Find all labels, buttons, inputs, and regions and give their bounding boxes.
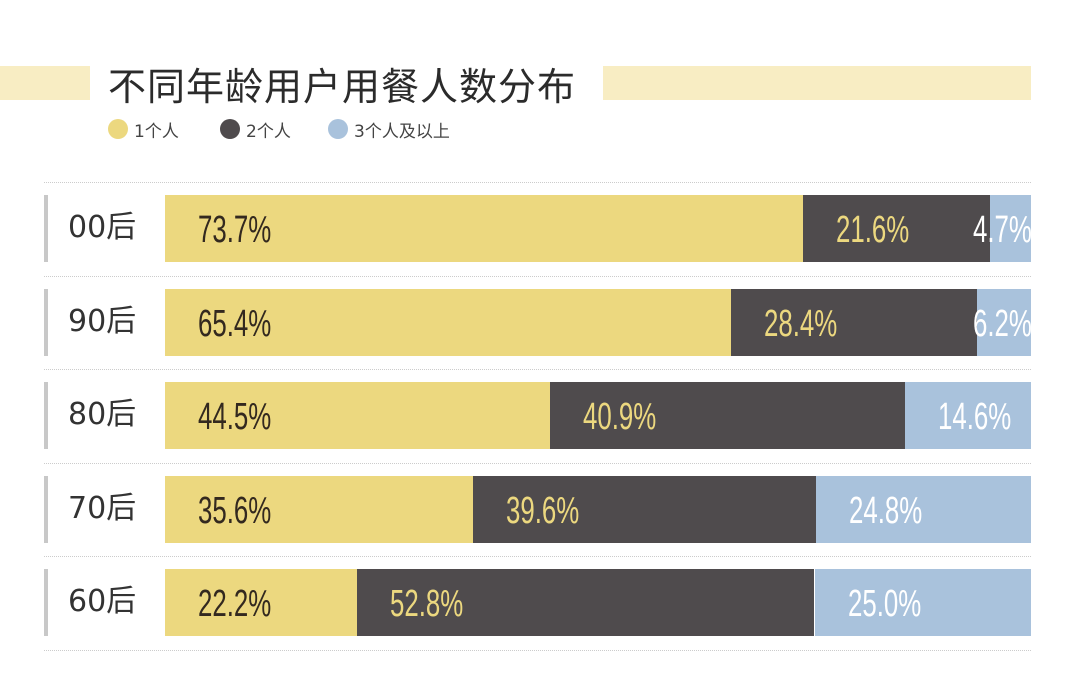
- data-label: 25.0%: [847, 583, 921, 625]
- chart-title: 不同年龄用户用餐人数分布: [108, 65, 577, 109]
- data-label: 22.2%: [198, 583, 272, 625]
- row-marker: [44, 475, 48, 543]
- separator-line: [44, 369, 1031, 370]
- legend-item: 3个人及以上: [328, 118, 450, 142]
- legend-swatch: [108, 119, 128, 139]
- bar-segment: [977, 288, 1031, 356]
- category-label: 00后: [68, 210, 137, 245]
- legend-label: 2个人: [246, 121, 291, 142]
- bar-segment: [357, 569, 815, 636]
- data-label: 28.4%: [764, 302, 838, 345]
- bar-segment: [165, 569, 358, 636]
- category-label: 60后: [68, 584, 137, 619]
- bar-segment: [165, 195, 804, 262]
- data-label: 6.2%: [973, 302, 1032, 345]
- data-label: 14.6%: [937, 396, 1011, 438]
- row-marker: [44, 288, 48, 356]
- bar-segment: [473, 475, 817, 543]
- row-marker: [44, 382, 48, 449]
- category-label: 70后: [68, 490, 137, 526]
- title-decoration-left: [0, 66, 90, 100]
- bar-segment: [165, 382, 551, 449]
- data-label: 52.8%: [390, 583, 464, 625]
- bar-segment: [165, 288, 732, 356]
- data-label: 44.5%: [198, 396, 272, 438]
- data-label: 35.6%: [198, 489, 272, 532]
- separator-line: [44, 649, 1031, 651]
- data-label: 73.7%: [198, 209, 272, 251]
- data-label: 40.9%: [583, 396, 657, 438]
- bar-segment: [803, 195, 991, 262]
- bar-segment: [165, 475, 474, 543]
- data-label: 39.6%: [506, 489, 580, 532]
- bar-segment: [731, 288, 978, 356]
- data-label: 65.4%: [198, 302, 272, 345]
- legend-item: 1个人: [108, 118, 179, 142]
- bar-segment: [814, 569, 1031, 636]
- legend-item: 2个人: [220, 118, 291, 142]
- data-label: 24.8%: [849, 489, 923, 532]
- bar-segment: [990, 195, 1031, 262]
- data-label: 21.6%: [836, 209, 910, 251]
- separator-line: [44, 275, 1031, 277]
- separator-line: [44, 556, 1031, 557]
- legend-label: 3个人及以上: [354, 121, 450, 142]
- bar-segment: [816, 475, 1031, 543]
- legend-swatch: [220, 119, 240, 139]
- row-marker: [44, 195, 48, 262]
- title-decoration-right: [603, 66, 1031, 100]
- data-label: 4.7%: [973, 209, 1032, 251]
- category-label: 90后: [68, 303, 137, 339]
- bar-segment: [550, 382, 905, 449]
- bar-segment: [904, 382, 1031, 449]
- row-marker: [44, 569, 48, 636]
- category-label: 80后: [68, 397, 137, 432]
- legend-label: 1个人: [134, 121, 179, 142]
- separator-line: [44, 462, 1031, 464]
- separator-line: [44, 182, 1031, 183]
- legend-swatch: [328, 119, 348, 139]
